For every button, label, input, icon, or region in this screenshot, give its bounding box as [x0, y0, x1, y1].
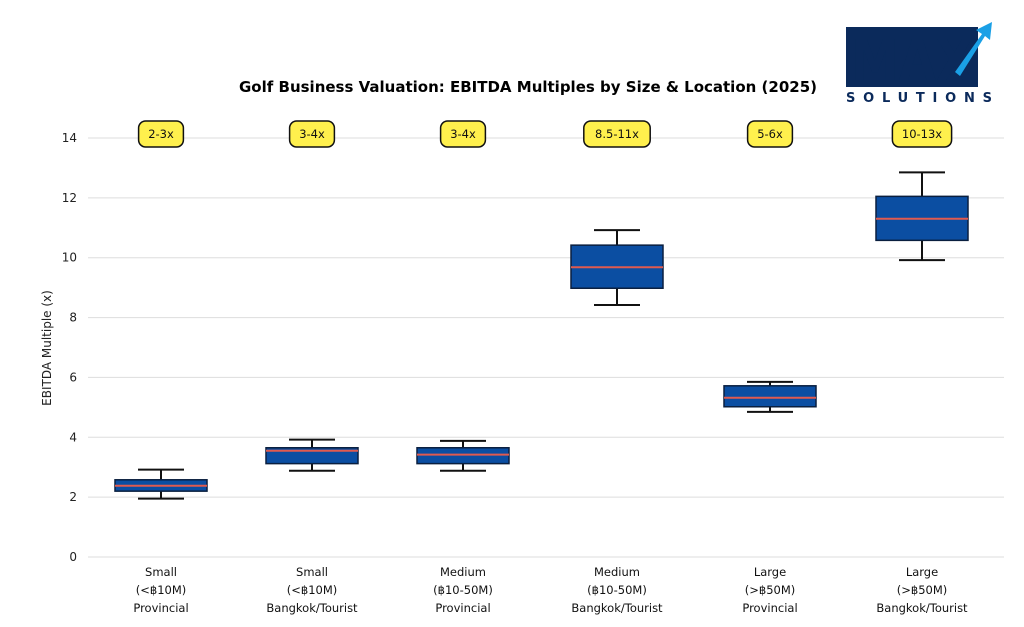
logo-tagline: SOLUTIONS — [846, 91, 992, 106]
badge-background — [583, 120, 651, 148]
logo-word: MAX — [851, 29, 973, 94]
logo-arrow-icon — [955, 22, 992, 76]
badge-label: 8.5-11x — [595, 127, 639, 141]
box-plot-6 — [875, 171, 969, 262]
box-plot-2 — [265, 438, 359, 472]
badge-background — [439, 120, 487, 148]
logo-background — [846, 27, 978, 87]
category-label-line: Small — [145, 565, 177, 579]
category-label-6: Large (>฿50M) Bangkok/Tourist — [876, 565, 968, 615]
y-tick-label: 4 — [69, 430, 77, 444]
category-label-1: Small (<฿10M) Provincial — [133, 565, 188, 615]
chart-title: Golf Business Valuation: EBITDA Multiple… — [239, 78, 817, 96]
y-tick-label: 6 — [69, 370, 77, 384]
box-plot-3 — [416, 439, 510, 472]
y-axis-ticks: 0 2 4 6 8 10 12 14 — [62, 131, 77, 564]
category-label-line: Large — [754, 565, 786, 579]
box-plot-1 — [114, 468, 208, 500]
y-axis-label: EBITDA Multiple (x) — [40, 290, 54, 406]
range-badge-2: 3-4x — [288, 120, 336, 148]
category-label-line: (฿10-50M) — [433, 583, 493, 597]
y-tick-label: 12 — [62, 191, 77, 205]
category-label-line: Provincial — [742, 601, 797, 615]
max-solutions-logo: MAX SOLUTIONS — [846, 22, 992, 106]
range-badge-5: 5-6x — [746, 120, 794, 148]
category-label-line: Small — [296, 565, 328, 579]
badge-label: 3-4x — [299, 127, 325, 141]
y-tick-label: 0 — [69, 550, 77, 564]
category-label-line: Medium — [594, 565, 640, 579]
box-plot-5 — [723, 380, 817, 413]
category-label-line: (฿10-50M) — [587, 583, 647, 597]
y-tick-label: 2 — [69, 490, 77, 504]
range-badge-4: 8.5-11x — [583, 120, 651, 148]
category-label-line: (<฿10M) — [136, 583, 186, 597]
category-label-2: Small (<฿10M) Bangkok/Tourist — [266, 565, 358, 615]
badge-background — [891, 120, 953, 148]
y-tick-label: 14 — [62, 131, 77, 145]
category-label-line: (<฿10M) — [287, 583, 337, 597]
category-label-4: Medium (฿10-50M) Bangkok/Tourist — [571, 565, 663, 615]
badge-background — [288, 120, 336, 148]
category-label-line: Provincial — [133, 601, 188, 615]
badge-label: 2-3x — [148, 127, 174, 141]
range-badge-1: 2-3x — [137, 120, 185, 148]
iqr-box — [416, 447, 510, 465]
badge-label: 10-13x — [902, 127, 942, 141]
category-label-line: Provincial — [435, 601, 490, 615]
box-plot-4 — [570, 229, 664, 307]
range-badge-6: 10-13x — [891, 120, 953, 148]
category-label-line: (>฿50M) — [745, 583, 795, 597]
category-label-line: Bangkok/Tourist — [571, 601, 663, 615]
badge-background — [746, 120, 794, 148]
category-label-3: Medium (฿10-50M) Provincial — [433, 565, 493, 615]
badge-label: 3-4x — [450, 127, 476, 141]
category-label-5: Large (>฿50M) Provincial — [742, 565, 797, 615]
grid — [88, 137, 1004, 558]
category-label-line: Medium — [440, 565, 486, 579]
category-label-line: Large — [906, 565, 938, 579]
category-label-line: Bangkok/Tourist — [876, 601, 968, 615]
range-badges: 2-3x 3-4x 3-4x 8.5-11x 5-6x 10-13x — [137, 120, 953, 148]
badge-background — [137, 120, 185, 148]
category-label-line: Bangkok/Tourist — [266, 601, 358, 615]
range-badge-3: 3-4x — [439, 120, 487, 148]
badge-label: 5-6x — [757, 127, 783, 141]
y-tick-label: 10 — [62, 251, 77, 265]
box-plots — [114, 171, 969, 500]
category-labels: Small (<฿10M) Provincial Small (<฿10M) Bangko… — [133, 565, 968, 615]
y-tick-label: 8 — [69, 311, 77, 325]
iqr-box — [723, 385, 817, 408]
category-label-line: (>฿50M) — [897, 583, 947, 597]
